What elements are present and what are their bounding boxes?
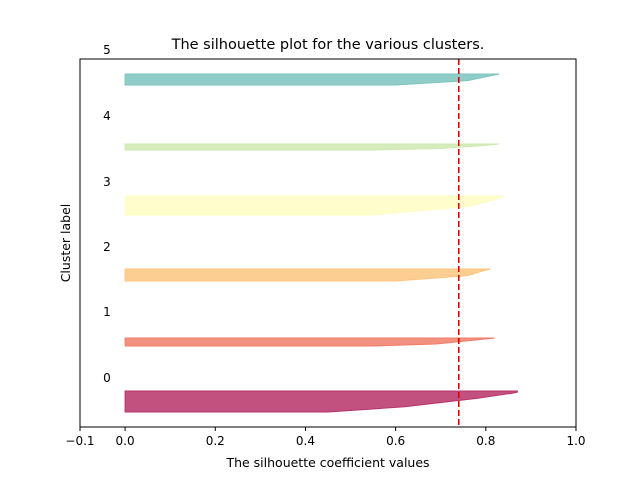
- cluster-band-3: [124, 195, 505, 216]
- cluster-bands: [124, 73, 518, 413]
- x-tick-label: 0.6: [386, 434, 405, 448]
- cluster-label-4: 4: [103, 109, 111, 123]
- x-tick-label: 0.0: [116, 434, 135, 448]
- axes-frame: [79, 58, 577, 428]
- cluster-label-2: 2: [103, 240, 111, 254]
- cluster-band-0: [124, 390, 518, 413]
- x-tick-label: 0.2: [206, 434, 225, 448]
- x-tick-label: 0.4: [296, 434, 315, 448]
- x-tick-label: −0.1: [65, 434, 94, 448]
- cluster-labels: 0 1 2 3 4 5: [103, 43, 111, 385]
- chart-title: The silhouette plot for the various clus…: [171, 37, 485, 53]
- cluster-label-3: 3: [103, 175, 111, 189]
- cluster-band-2: [124, 268, 491, 282]
- cluster-label-1: 1: [103, 305, 111, 319]
- x-tick-label: 0.8: [476, 434, 495, 448]
- cluster-band-5: [124, 73, 500, 86]
- cluster-label-0: 0: [103, 371, 111, 385]
- x-tick-label: 1.0: [566, 434, 585, 448]
- cluster-band-4: [124, 143, 500, 151]
- cluster-band-1: [124, 337, 495, 347]
- cluster-label-5: 5: [103, 43, 111, 57]
- y-axis-label: Cluster label: [58, 204, 73, 283]
- x-axis-ticks: −0.1 0.0 0.2 0.4 0.6 0.8 1.0: [65, 427, 586, 448]
- x-axis-label: The silhouette coefficient values: [225, 455, 429, 470]
